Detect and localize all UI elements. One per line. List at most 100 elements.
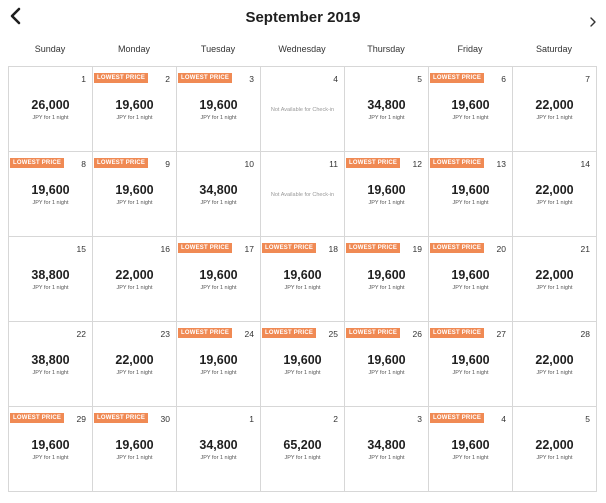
calendar-day-cell: 4 Not Available for Check-in (261, 67, 345, 152)
weekday-header-row: Sunday Monday Tuesday Wednesday Thursday… (8, 44, 596, 60)
lowest-price-badge: LOWEST PRICE (178, 73, 233, 83)
day-number: 4 (501, 414, 506, 424)
price-unit-label: JPY for 1 night (32, 115, 69, 121)
price-value: 34,800 (367, 98, 406, 112)
price-unit-label: JPY for 1 night (536, 115, 573, 121)
calendar-day-cell[interactable]: 2 65,200 JPY for 1 night (261, 407, 345, 492)
day-number: 21 (580, 244, 590, 254)
lowest-price-badge: LOWEST PRICE (10, 413, 65, 423)
price-value: 19,600 (367, 353, 406, 367)
calendar-day-cell[interactable]: 5 34,800 JPY for 1 night (345, 67, 429, 152)
calendar-day-cell[interactable]: 26 LOWEST PRICE 19,600 JPY for 1 night (345, 322, 429, 407)
price-unit-label: JPY for 1 night (452, 455, 489, 461)
day-number: 5 (585, 414, 590, 424)
day-number: 17 (244, 244, 254, 254)
day-number: 15 (76, 244, 86, 254)
calendar-day-cell[interactable]: 18 LOWEST PRICE 19,600 JPY for 1 night (261, 237, 345, 322)
price-value: 19,600 (451, 98, 490, 112)
calendar-day-cell[interactable]: 1 34,800 JPY for 1 night (177, 407, 261, 492)
day-number: 12 (412, 159, 422, 169)
price-unit-label: JPY for 1 night (536, 455, 573, 461)
weekday-label: Friday (457, 44, 483, 54)
day-number: 3 (249, 74, 254, 84)
calendar-day-cell[interactable]: 21 22,000 JPY for 1 night (513, 237, 597, 322)
price-unit-label: JPY for 1 night (200, 370, 237, 376)
price-unit-label: JPY for 1 night (200, 285, 237, 291)
calendar-day-cell[interactable]: 1 26,000 JPY for 1 night (9, 67, 93, 152)
calendar-day-cell[interactable]: 3 34,800 JPY for 1 night (345, 407, 429, 492)
price-unit-label: JPY for 1 night (116, 200, 153, 206)
weekday-label: Thursday (367, 44, 405, 54)
calendar-day-cell[interactable]: 8 LOWEST PRICE 19,600 JPY for 1 night (9, 152, 93, 237)
calendar-day-cell[interactable]: 2 LOWEST PRICE 19,600 JPY for 1 night (93, 67, 177, 152)
lowest-price-badge: LOWEST PRICE (94, 73, 149, 83)
chevron-right-icon[interactable] (587, 14, 599, 30)
calendar-day-cell[interactable]: 7 22,000 JPY for 1 night (513, 67, 597, 152)
price-value: 22,000 (115, 268, 154, 282)
unavailable-note: Not Available for Check-in (270, 107, 335, 113)
day-number: 22 (76, 329, 86, 339)
calendar-header: September 2019 (0, 0, 606, 40)
price-value: 34,800 (199, 183, 238, 197)
weekday-label: Tuesday (200, 44, 236, 54)
calendar-day-cell[interactable]: 14 22,000 JPY for 1 night (513, 152, 597, 237)
price-value: 22,000 (535, 353, 574, 367)
day-number: 19 (412, 244, 422, 254)
day-number: 13 (496, 159, 506, 169)
calendar-day-cell[interactable]: 6 LOWEST PRICE 19,600 JPY for 1 night (429, 67, 513, 152)
day-number: 2 (333, 414, 338, 424)
lowest-price-badge: LOWEST PRICE (430, 73, 485, 83)
day-number: 9 (165, 159, 170, 169)
day-number: 8 (81, 159, 86, 169)
day-number: 11 (329, 159, 338, 169)
calendar-day-cell[interactable]: 22 38,800 JPY for 1 night (9, 322, 93, 407)
calendar-day-cell[interactable]: 15 38,800 JPY for 1 night (9, 237, 93, 322)
calendar-day-cell[interactable]: 16 22,000 JPY for 1 night (93, 237, 177, 322)
lowest-price-badge: LOWEST PRICE (262, 243, 317, 253)
price-value: 34,800 (199, 438, 238, 452)
calendar-day-cell[interactable]: 5 22,000 JPY for 1 night (513, 407, 597, 492)
calendar-day-cell[interactable]: 25 LOWEST PRICE 19,600 JPY for 1 night (261, 322, 345, 407)
price-unit-label: JPY for 1 night (452, 285, 489, 291)
calendar-day-cell[interactable]: 28 22,000 JPY for 1 night (513, 322, 597, 407)
price-value: 19,600 (367, 268, 406, 282)
day-number: 4 (333, 74, 338, 84)
price-unit-label: JPY for 1 night (368, 200, 405, 206)
day-number: 24 (244, 329, 254, 339)
chevron-left-icon[interactable] (6, 4, 28, 28)
page-title: September 2019 (245, 9, 361, 26)
day-number: 5 (417, 74, 422, 84)
calendar-day-cell[interactable]: 30 LOWEST PRICE 19,600 JPY for 1 night (93, 407, 177, 492)
calendar-day-cell[interactable]: 29 LOWEST PRICE 19,600 JPY for 1 night (9, 407, 93, 492)
day-number: 27 (496, 329, 506, 339)
price-value: 26,000 (31, 98, 70, 112)
calendar-day-cell[interactable]: 3 LOWEST PRICE 19,600 JPY for 1 night (177, 67, 261, 152)
day-number: 3 (417, 414, 422, 424)
price-value: 19,600 (115, 183, 154, 197)
calendar-day-cell[interactable]: 27 LOWEST PRICE 19,600 JPY for 1 night (429, 322, 513, 407)
price-unit-label: JPY for 1 night (116, 115, 153, 121)
lowest-price-badge: LOWEST PRICE (346, 328, 401, 338)
calendar-day-cell[interactable]: 17 LOWEST PRICE 19,600 JPY for 1 night (177, 237, 261, 322)
calendar-day-cell[interactable]: 19 LOWEST PRICE 19,600 JPY for 1 night (345, 237, 429, 322)
price-unit-label: JPY for 1 night (116, 370, 153, 376)
calendar-day-cell: 11 Not Available for Check-in (261, 152, 345, 237)
price-unit-label: JPY for 1 night (32, 285, 69, 291)
calendar-day-cell[interactable]: 13 LOWEST PRICE 19,600 JPY for 1 night (429, 152, 513, 237)
calendar-day-cell[interactable]: 23 22,000 JPY for 1 night (93, 322, 177, 407)
lowest-price-badge: LOWEST PRICE (430, 243, 485, 253)
lowest-price-badge: LOWEST PRICE (430, 413, 485, 423)
calendar-day-cell[interactable]: 24 LOWEST PRICE 19,600 JPY for 1 night (177, 322, 261, 407)
price-unit-label: JPY for 1 night (200, 115, 237, 121)
calendar-day-cell[interactable]: 20 LOWEST PRICE 19,600 JPY for 1 night (429, 237, 513, 322)
day-number: 2 (165, 74, 170, 84)
calendar-day-cell[interactable]: 10 34,800 JPY for 1 night (177, 152, 261, 237)
calendar-day-cell[interactable]: 9 LOWEST PRICE 19,600 JPY for 1 night (93, 152, 177, 237)
price-value: 19,600 (451, 353, 490, 367)
calendar-day-cell[interactable]: 4 LOWEST PRICE 19,600 JPY for 1 night (429, 407, 513, 492)
calendar-day-cell[interactable]: 12 LOWEST PRICE 19,600 JPY for 1 night (345, 152, 429, 237)
price-unit-label: JPY for 1 night (368, 455, 405, 461)
price-unit-label: JPY for 1 night (368, 115, 405, 121)
day-number: 25 (328, 329, 338, 339)
unavailable-note: Not Available for Check-in (270, 192, 335, 198)
